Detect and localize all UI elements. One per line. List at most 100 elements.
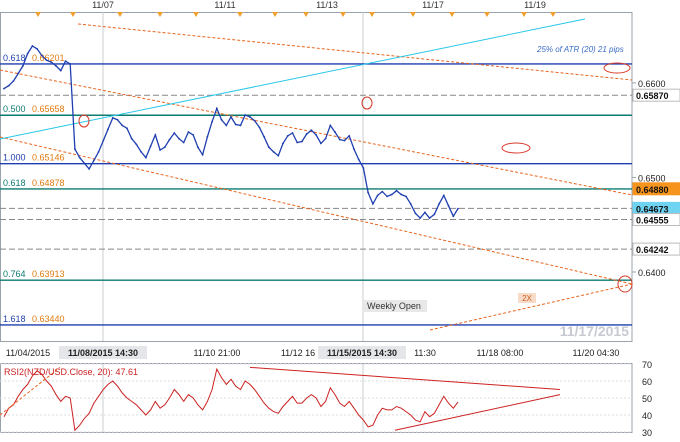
price-point [362, 167, 365, 169]
x-tick-label: 11/12 16 [281, 348, 315, 358]
x-tick-label: 11:30 [414, 348, 436, 358]
price-point [239, 124, 242, 127]
event-marker [369, 12, 375, 17]
price-point [211, 120, 213, 123]
price-point [395, 189, 398, 192]
highlight-ellipse [361, 96, 373, 110]
atr-annotation: 25% of ATR (20) 21 pips [536, 45, 624, 54]
price-point [45, 59, 48, 62]
event-marker [237, 12, 243, 17]
highlight-ellipse [617, 275, 633, 293]
price-point [357, 158, 360, 161]
x-tick-highlight [318, 346, 406, 359]
x-tick-label: 11/15/2015 14:30 [327, 348, 397, 358]
rsi-legend-label: RSI2(NZD/USD.Close, 20): 47.61 [4, 367, 138, 377]
price-point [447, 204, 450, 207]
event-marker [117, 12, 123, 17]
rising-support-line [429, 283, 633, 331]
price-point [36, 47, 39, 50]
price-point [111, 116, 114, 119]
price-point [59, 69, 62, 72]
price-point [324, 137, 327, 140]
rsi-y-tick-label: 50 [642, 394, 652, 404]
price-point [83, 162, 86, 165]
price-point [201, 153, 204, 156]
price-tag-label: 0.64673 [636, 204, 669, 214]
x-tick-label: 11/20 04:30 [573, 348, 620, 358]
fib-ratio-label: 0.618 [3, 178, 26, 188]
price-point [69, 63, 72, 65]
rsi-series-line [3, 367, 459, 432]
downtrend-lower-line [0, 136, 633, 285]
fib-price-label: 0.66201 [32, 53, 65, 63]
price-panel-frame [0, 12, 633, 342]
multiplier-box [518, 293, 536, 303]
price-point [249, 116, 251, 118]
price-point [225, 124, 228, 127]
event-marker [484, 12, 490, 17]
x-tick-highlight [59, 346, 147, 359]
y-tick-label: 0.6600 [638, 79, 666, 89]
price-tag-label: 0.64555 [636, 216, 669, 226]
price-point [371, 203, 374, 205]
event-marker [550, 12, 556, 17]
date-watermark: 11/17/2015 [560, 323, 630, 339]
price-point [149, 145, 152, 148]
price-point [329, 124, 332, 127]
price-point [334, 131, 336, 133]
price-point [433, 213, 436, 216]
price-point [116, 118, 119, 121]
fib-price-label: 0.65658 [32, 104, 65, 114]
price-point [206, 135, 209, 138]
price-point [409, 203, 412, 205]
price-point [263, 135, 266, 138]
price-point [31, 45, 34, 47]
price-point [163, 146, 166, 149]
price-point [220, 118, 223, 121]
price-point [12, 80, 15, 82]
price-point [452, 215, 455, 218]
rsi-y-tick-label: 30 [642, 428, 652, 438]
price-point [244, 114, 247, 116]
fib-ratio-label: 0.764 [3, 269, 26, 279]
price-point [376, 194, 379, 197]
price-point [135, 143, 138, 146]
fib-ratio-label: 1.618 [3, 314, 26, 324]
price-point [319, 142, 322, 145]
price-point [168, 138, 171, 141]
price-point [88, 168, 91, 170]
price-point [419, 217, 422, 219]
price-tag-box [632, 213, 680, 227]
price-point [253, 119, 256, 122]
x-tick-label: 11/18 08:00 [477, 348, 524, 358]
price-point [390, 193, 393, 196]
fib-price-label: 0.64878 [32, 178, 65, 188]
price-point [310, 129, 313, 132]
price-point [457, 207, 459, 210]
fib-price-label: 0.63913 [32, 269, 65, 279]
price-point [187, 131, 190, 133]
event-marker [449, 12, 455, 17]
price-point [97, 151, 100, 153]
price-point [107, 128, 109, 131]
price-point [230, 116, 232, 118]
price-point [192, 134, 195, 136]
price-point [428, 217, 431, 219]
price-point [343, 139, 346, 142]
price-point [296, 141, 299, 144]
price-point [423, 211, 426, 214]
top-date-label: 11/11 [214, 0, 235, 10]
downtrend-upper-line [0, 69, 633, 196]
price-point [144, 156, 147, 159]
price-point [159, 149, 161, 151]
price-point [40, 54, 43, 57]
y-tick-label: 0.6500 [638, 173, 666, 183]
price-point [121, 124, 124, 127]
price-point [291, 132, 294, 134]
price-point [22, 64, 24, 67]
downtrend-top-line [77, 23, 633, 81]
price-point [381, 190, 384, 193]
price-point [17, 72, 20, 75]
price-point [315, 134, 318, 136]
